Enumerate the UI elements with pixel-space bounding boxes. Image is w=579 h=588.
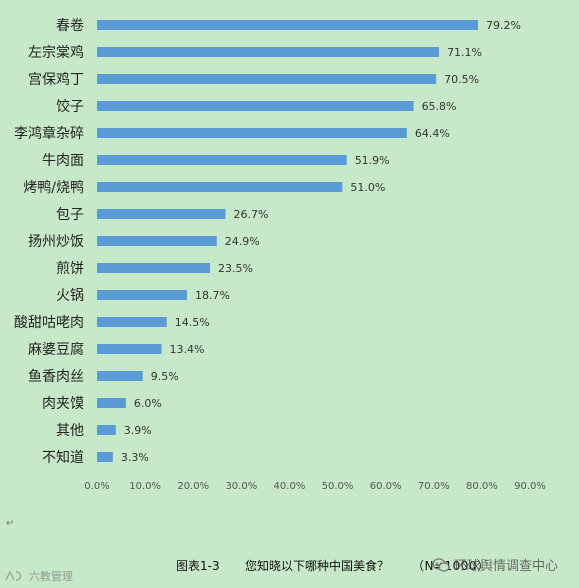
logo-icon bbox=[5, 570, 22, 581]
category-label: 左宗棠鸡 bbox=[28, 44, 84, 61]
category-label: 麻婆豆腐 bbox=[28, 341, 84, 358]
value-label: 3.9% bbox=[124, 424, 152, 437]
category-label: 其他 bbox=[56, 423, 84, 439]
value-label: 51.0% bbox=[350, 181, 385, 194]
x-tick-label: 80.0% bbox=[466, 481, 498, 492]
watermark-left: 六教管理 bbox=[4, 568, 73, 584]
value-label: 14.5% bbox=[175, 316, 210, 329]
wechat-icon bbox=[432, 557, 450, 572]
category-label: 饺子 bbox=[56, 99, 84, 115]
bar bbox=[97, 155, 347, 165]
figure-caption: 图表1-3 您知晓以下哪种中国美食？ （N=1000） bbox=[0, 553, 579, 577]
value-label: 3.3% bbox=[121, 451, 149, 464]
value-label: 9.5% bbox=[151, 370, 179, 383]
bar bbox=[97, 344, 162, 354]
bar bbox=[97, 47, 440, 57]
bar bbox=[97, 263, 211, 273]
value-label: 79.2% bbox=[486, 19, 521, 32]
category-label: 酸甜咕咾肉 bbox=[14, 315, 84, 331]
figure-caption-text: 您知晓以下哪种中国美食？ bbox=[245, 559, 390, 573]
bar bbox=[97, 290, 187, 300]
x-tick-label: 70.0% bbox=[418, 481, 450, 492]
category-label: 不知道 bbox=[42, 449, 84, 466]
category-label: 火锅 bbox=[56, 288, 84, 304]
x-tick-label: 20.0% bbox=[177, 481, 209, 492]
value-label: 70.5% bbox=[444, 73, 479, 86]
category-label: 鱼香肉丝 bbox=[28, 368, 84, 385]
x-tick-label: 60.0% bbox=[370, 481, 402, 492]
value-label: 6.0% bbox=[134, 397, 162, 410]
paragraph-mark: ↵ bbox=[6, 518, 15, 529]
category-label: 宫保鸡丁 bbox=[28, 71, 84, 88]
sample-size: （N=1000） bbox=[412, 559, 490, 573]
x-tick-label: 40.0% bbox=[274, 481, 306, 492]
category-label: 煎饼 bbox=[56, 261, 84, 277]
watermark-right: 环球舆情调查中心 bbox=[432, 555, 558, 574]
bar bbox=[97, 74, 437, 84]
x-tick-label: 0.0% bbox=[84, 481, 109, 492]
bar-chart: 春卷 79.2% 左宗棠鸡 71.1% 宫保鸡丁 70.5% 饺子 65.8% 李鸿章杂碎 64.… bbox=[14, 18, 546, 492]
watermark-right-text: 环球舆情调查中心 bbox=[454, 559, 559, 574]
x-tick-label: 10.0% bbox=[129, 481, 161, 492]
category-label: 李鸿章杂碎 bbox=[14, 125, 84, 142]
value-label: 65.8% bbox=[422, 100, 457, 113]
bar bbox=[97, 317, 167, 327]
value-label: 64.4% bbox=[415, 127, 450, 140]
category-label: 春卷 bbox=[56, 18, 84, 34]
category-label: 烤鸭/烧鸭 bbox=[23, 180, 84, 196]
bar bbox=[97, 452, 113, 462]
value-label: 71.1% bbox=[447, 46, 482, 59]
bar bbox=[97, 398, 126, 408]
bar bbox=[97, 101, 414, 111]
x-tick-label: 90.0% bbox=[514, 481, 546, 492]
bar bbox=[97, 236, 217, 246]
category-label: 扬州炒饭 bbox=[28, 234, 84, 250]
value-label: 51.9% bbox=[355, 154, 390, 167]
figure-number: 图表1-3 bbox=[176, 559, 220, 573]
bar bbox=[97, 371, 143, 381]
value-label: 18.7% bbox=[195, 289, 230, 302]
category-label: 牛肉面 bbox=[42, 153, 84, 169]
x-tick-label: 50.0% bbox=[322, 481, 354, 492]
category-label: 肉夹馍 bbox=[42, 396, 84, 412]
value-label: 23.5% bbox=[218, 262, 253, 275]
bar bbox=[97, 182, 343, 192]
bar bbox=[97, 425, 116, 435]
value-label: 13.4% bbox=[169, 343, 204, 356]
value-label: 24.9% bbox=[225, 235, 260, 248]
bar bbox=[97, 20, 479, 30]
category-label: 包子 bbox=[56, 207, 84, 223]
value-label: 26.7% bbox=[233, 208, 268, 221]
bar bbox=[97, 209, 226, 219]
x-tick-label: 30.0% bbox=[225, 481, 257, 492]
bar-chart-svg: 春卷 79.2% 左宗棠鸡 71.1% 宫保鸡丁 70.5% 饺子 65.8% 李鸿章杂碎 64.… bbox=[14, 18, 546, 492]
watermark-left-text: 六教管理 bbox=[29, 570, 73, 583]
bar bbox=[97, 128, 407, 138]
